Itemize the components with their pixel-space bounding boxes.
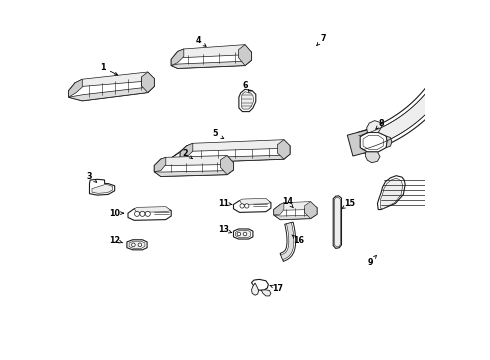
Polygon shape [377,176,405,210]
Polygon shape [304,202,317,219]
Polygon shape [239,89,256,112]
Polygon shape [69,86,154,101]
Polygon shape [128,208,171,220]
Circle shape [245,204,249,208]
Polygon shape [240,198,271,204]
Circle shape [237,232,241,236]
Text: 14: 14 [282,197,293,206]
Polygon shape [380,178,403,209]
Polygon shape [274,214,317,220]
Polygon shape [154,157,166,172]
Polygon shape [180,143,193,158]
Circle shape [140,211,145,216]
Text: 9: 9 [368,258,373,266]
Circle shape [145,211,150,216]
Polygon shape [277,140,290,159]
Polygon shape [171,60,251,68]
Polygon shape [233,200,271,212]
Polygon shape [141,72,154,93]
Polygon shape [358,68,458,153]
Polygon shape [129,241,145,248]
Polygon shape [172,158,187,167]
Text: 1: 1 [100,63,105,72]
Polygon shape [171,47,251,68]
Polygon shape [90,179,115,195]
Text: 3: 3 [87,172,92,181]
Polygon shape [134,207,171,212]
Polygon shape [171,49,184,66]
Polygon shape [359,70,455,150]
Polygon shape [280,202,317,210]
Text: 17: 17 [272,284,284,293]
Circle shape [243,232,247,236]
Circle shape [240,204,245,208]
Circle shape [134,211,140,216]
Polygon shape [434,59,463,88]
Polygon shape [69,79,82,97]
Polygon shape [220,156,233,175]
Polygon shape [187,140,290,151]
Polygon shape [281,222,294,260]
Polygon shape [251,279,269,290]
Polygon shape [242,92,254,109]
Text: 7: 7 [320,35,325,44]
Polygon shape [154,170,233,176]
Text: 12: 12 [109,236,120,245]
Polygon shape [233,229,253,239]
Text: 8: 8 [379,119,385,128]
Polygon shape [366,152,380,163]
Polygon shape [360,132,387,152]
Polygon shape [274,203,317,220]
Polygon shape [333,196,342,248]
Text: 2: 2 [183,149,189,158]
Text: 13: 13 [218,225,229,234]
Polygon shape [261,290,271,296]
Polygon shape [236,230,251,238]
Polygon shape [347,130,374,156]
Polygon shape [239,45,251,66]
Polygon shape [251,283,259,295]
Polygon shape [363,135,383,149]
Polygon shape [178,45,251,58]
Polygon shape [154,157,233,176]
Polygon shape [280,222,295,261]
Text: 11: 11 [218,199,229,208]
Polygon shape [180,141,290,163]
Polygon shape [127,240,147,250]
Text: 6: 6 [242,81,248,90]
Polygon shape [92,185,113,193]
Polygon shape [75,72,154,86]
Polygon shape [161,156,233,166]
Polygon shape [274,203,284,215]
Polygon shape [386,136,392,148]
Text: 5: 5 [213,130,218,139]
Polygon shape [69,75,154,101]
Circle shape [138,243,142,247]
Text: 16: 16 [293,236,304,245]
Polygon shape [367,121,382,132]
Polygon shape [334,197,341,247]
Polygon shape [180,154,290,163]
Text: 4: 4 [196,36,201,45]
Text: 15: 15 [344,199,356,208]
Polygon shape [172,146,187,163]
Circle shape [132,243,135,247]
Text: 10: 10 [109,209,120,217]
